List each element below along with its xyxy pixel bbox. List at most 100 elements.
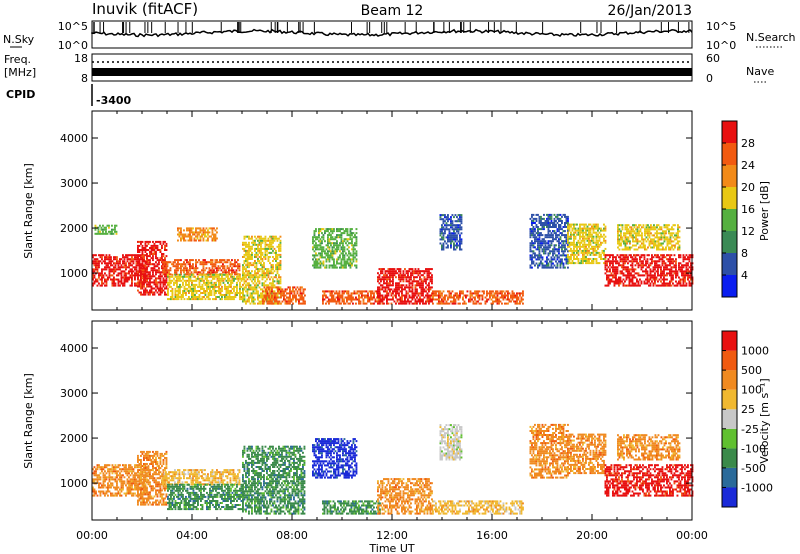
heatmap-cell [128, 258, 130, 261]
heatmap-cell [380, 280, 382, 283]
heatmap-cell [362, 302, 365, 305]
heatmap-cell [402, 272, 405, 275]
heatmap-cell [161, 275, 163, 278]
heatmap-cell [328, 250, 331, 253]
heatmap-cell [155, 281, 157, 284]
heatmap-cell [350, 292, 353, 295]
heatmap-cell [234, 296, 237, 298]
heatmap-cell [460, 290, 463, 293]
heatmap-cell [381, 268, 384, 271]
heatmap-cell [224, 277, 226, 280]
heatmap-cell [262, 290, 264, 293]
heatmap-cell [213, 269, 215, 272]
heatmap-cell [351, 262, 353, 265]
heatmap-cell [189, 259, 191, 262]
heatmap-cell [390, 276, 393, 279]
heatmap-cell [110, 274, 112, 277]
heatmap-cell [398, 298, 400, 301]
heatmap-cell [448, 292, 451, 295]
heatmap-cell [210, 292, 213, 294]
heatmap-cell [404, 276, 406, 279]
heatmap-cell [328, 246, 331, 249]
heatmap-cell [410, 276, 412, 279]
heatmap-cell [471, 292, 473, 295]
heatmap-cell [579, 237, 581, 240]
heatmap-cell [577, 258, 580, 260]
heatmap-cell [183, 261, 185, 264]
heatmap-cell [235, 269, 238, 272]
heatmap-cell [556, 254, 559, 257]
heatmap-cell [276, 245, 279, 248]
heatmap-cell [173, 277, 175, 280]
heatmap-cell [183, 271, 185, 274]
heatmap-cell [433, 294, 436, 297]
heatmap-cell [279, 247, 282, 250]
heatmap-cell [519, 302, 521, 305]
heatmap-cell [149, 247, 151, 249]
heatmap-cell [272, 268, 274, 271]
heatmap-cell [349, 234, 352, 237]
heatmap-cell [436, 298, 439, 301]
heatmap-cell [552, 236, 554, 239]
heatmap-cell [339, 242, 341, 245]
heatmap-cell [249, 284, 252, 287]
heatmap-cell [337, 234, 340, 237]
heatmap-cell [377, 272, 379, 275]
heatmap-cell [227, 277, 229, 280]
heatmap-cell [278, 245, 280, 248]
heatmap-cell [199, 237, 202, 240]
heatmap-cell [135, 258, 138, 261]
heatmap-cell [252, 274, 255, 277]
heatmap-cell [319, 248, 322, 251]
heatmap-cell [177, 233, 179, 236]
heatmap-cell [486, 298, 488, 301]
heatmap-cell [422, 290, 424, 293]
heatmap-cell [336, 230, 338, 233]
heatmap-cell [312, 236, 314, 239]
heatmap-cell [171, 275, 174, 278]
heatmap-cell [222, 273, 225, 276]
heatmap-cell [627, 256, 629, 259]
heatmap-cell [537, 230, 539, 233]
heatmap-cell [589, 258, 592, 260]
heatmap-cell [377, 300, 380, 303]
heatmap-cell [185, 292, 187, 294]
heatmap-cell [381, 302, 384, 305]
heatmap-cell [275, 276, 277, 279]
heatmap-cell [150, 253, 153, 255]
freq-label-2: [MHz] [4, 66, 36, 79]
heatmap-cell [200, 285, 202, 288]
heatmap-cell [207, 229, 209, 232]
heatmap-cell [137, 255, 139, 258]
heatmap-cell [410, 278, 412, 281]
heatmap-cell [177, 294, 180, 296]
heatmap-cell [274, 300, 276, 303]
heatmap-cell [413, 280, 415, 283]
heatmap-cell [313, 232, 316, 235]
heatmap-cell [126, 276, 129, 279]
heatmap-cell [279, 262, 282, 265]
heatmap-cell [210, 279, 213, 282]
heatmap-cell [269, 256, 271, 258]
heatmap-cell [299, 288, 302, 291]
heatmap-cell [251, 294, 253, 297]
heatmap-cell [102, 230, 104, 233]
heatmap-cell [355, 258, 358, 261]
heatmap-cell [429, 286, 432, 289]
heatmap-cell [203, 281, 205, 284]
heatmap-cell [164, 287, 166, 290]
heatmap-cell [516, 300, 518, 303]
heatmap-cell [438, 296, 440, 299]
heatmap-cell [102, 282, 105, 285]
heatmap-cell [368, 290, 371, 293]
heatmap-cell [576, 243, 578, 246]
heatmap-cell [328, 240, 331, 243]
heatmap-cell [453, 236, 455, 239]
heatmap-cell [417, 292, 420, 295]
heatmap-cell [429, 268, 432, 271]
heatmap-cell [168, 279, 171, 282]
heatmap-cell [428, 270, 430, 273]
heatmap-cell [254, 243, 256, 246]
heatmap-cell [243, 249, 246, 252]
heatmap-cell [214, 259, 217, 262]
